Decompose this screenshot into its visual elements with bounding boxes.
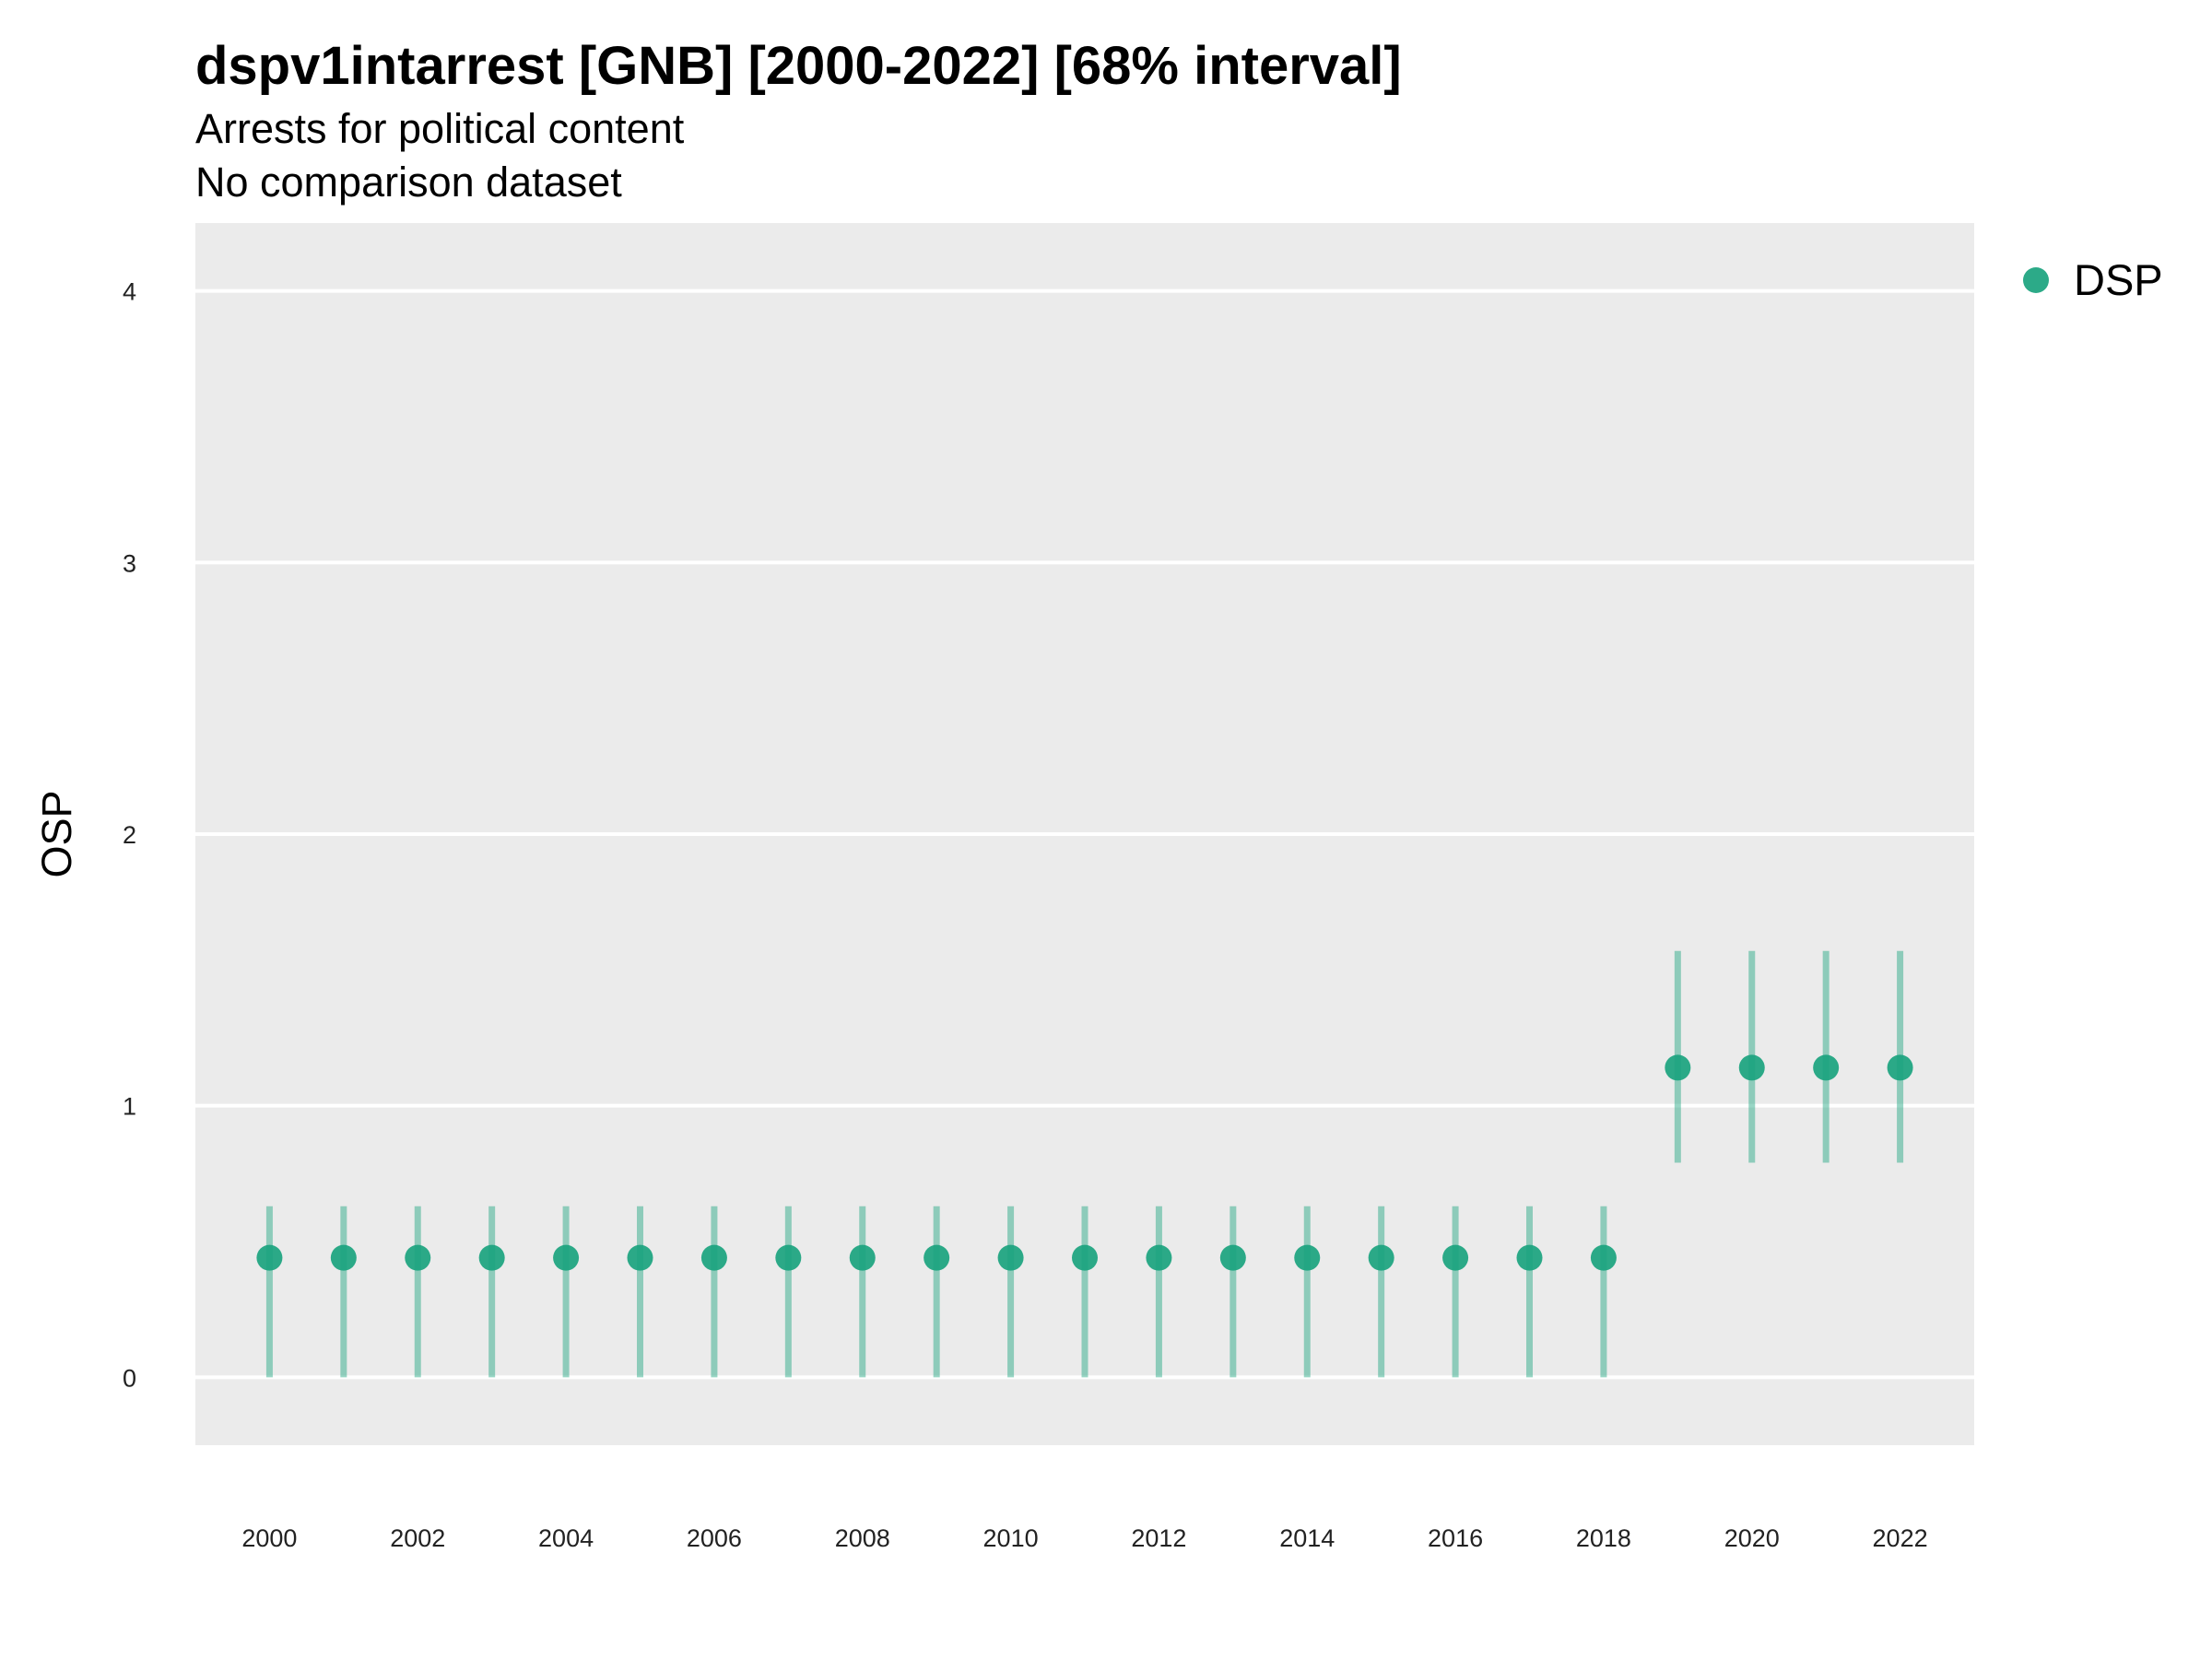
data-point — [1146, 1244, 1172, 1271]
y-tick-label: 4 — [123, 278, 136, 306]
x-tick-label: 2002 — [390, 1524, 445, 1552]
x-tick-label: 2008 — [835, 1524, 890, 1552]
chart-caption: No comparison dataset — [195, 159, 622, 206]
data-point — [256, 1244, 283, 1271]
grid-lines — [195, 288, 1974, 1380]
x-tick-label: 2014 — [1279, 1524, 1335, 1552]
data-point — [405, 1244, 431, 1271]
x-tick-label: 2004 — [538, 1524, 594, 1552]
data-point — [1072, 1244, 1098, 1271]
legend-label-dsp: DSP — [2074, 255, 2163, 304]
data-point — [924, 1244, 950, 1271]
data-point — [478, 1244, 505, 1271]
x-tick-label: 2000 — [241, 1524, 297, 1552]
data-point — [330, 1244, 357, 1271]
x-tick-label: 2022 — [1873, 1524, 1928, 1552]
data-point — [997, 1244, 1024, 1271]
x-axis: 2000 2002 2004 2006 2008 2010 2012 2014 2016 2018… — [241, 1524, 1927, 1552]
data-point — [700, 1244, 727, 1271]
y-axis: 0 1 2 3 4 — [123, 278, 136, 1393]
y-tick-label: 2 — [123, 821, 136, 849]
chart-subtitle: Arrests for political content — [195, 105, 685, 152]
data-point — [1442, 1244, 1469, 1271]
chart-title: dspv1intarrest [GNB] [2000-2022] [68% in… — [195, 36, 1402, 96]
data-point — [1665, 1054, 1691, 1081]
data-point — [1887, 1054, 1913, 1081]
data-point — [1219, 1244, 1246, 1271]
y-tick-label: 3 — [123, 549, 136, 577]
data-point — [627, 1244, 653, 1271]
legend-swatch-dsp — [2023, 267, 2049, 293]
data-point — [1813, 1054, 1840, 1081]
x-tick-label: 2006 — [687, 1524, 742, 1552]
y-tick-label: 1 — [123, 1093, 136, 1121]
data-point — [775, 1244, 802, 1271]
legend: DSP — [2023, 255, 2163, 304]
data-point — [1516, 1244, 1543, 1271]
data-point — [1294, 1244, 1321, 1271]
x-tick-label: 2012 — [1131, 1524, 1186, 1552]
data-point — [1368, 1244, 1394, 1271]
y-axis-label: OSP — [33, 790, 80, 877]
x-tick-label: 2018 — [1576, 1524, 1631, 1552]
data-point — [553, 1244, 580, 1271]
data-point — [1738, 1054, 1765, 1081]
data-point — [849, 1244, 876, 1271]
x-tick-label: 2016 — [1428, 1524, 1483, 1552]
data-point — [1590, 1244, 1617, 1271]
x-tick-label: 2020 — [1724, 1524, 1780, 1552]
x-tick-label: 2010 — [983, 1524, 1039, 1552]
y-tick-label: 0 — [123, 1364, 136, 1392]
data-marks — [256, 950, 1913, 1378]
